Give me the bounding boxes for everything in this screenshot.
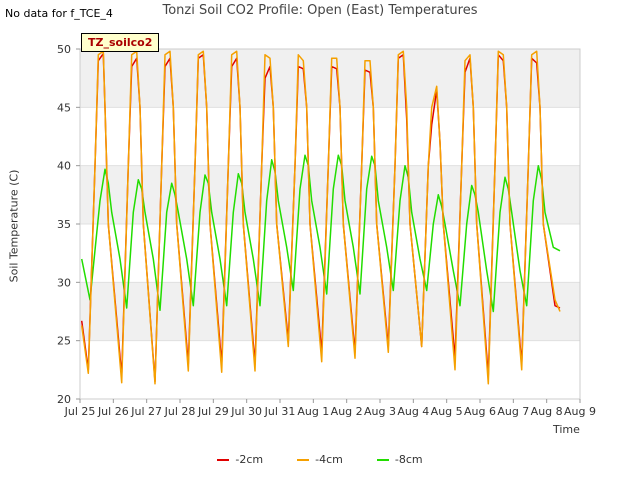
y-tick-label: 50 — [57, 43, 71, 56]
x-axis-ticks: Jul 25 Jul 26 Jul 27 Jul 28 Jul 29 Jul 30 Jul … — [64, 399, 596, 418]
x-tick-label: Aug 2 — [331, 405, 363, 418]
x-tick-label: Jul 31 — [264, 405, 296, 418]
y-tick-label: 30 — [57, 276, 71, 289]
x-tick-label: Jul 28 — [164, 405, 196, 418]
series-lines — [80, 50, 561, 385]
grid-band — [80, 165, 580, 224]
x-tick-label: Jul 29 — [197, 405, 229, 418]
y-axis-ticks: 20 25 30 35 40 45 50 — [57, 43, 80, 406]
x-tick-label: Aug 6 — [464, 405, 496, 418]
x-tick-label: Jul 26 — [97, 405, 129, 418]
y-axis-label: Soil Temperature (C) — [7, 169, 21, 283]
legend-label-4cm: -4cm — [315, 453, 343, 466]
legend-item-8cm: -8cm — [376, 453, 423, 466]
no-data-note: No data for f_TCE_4 — [5, 7, 113, 20]
legend-swatch-4cm — [297, 458, 310, 461]
x-tick-label: Aug 9 — [564, 405, 596, 418]
y-tick-label: 25 — [57, 335, 71, 348]
legend-swatch-2cm — [217, 458, 230, 461]
x-tick-label: Aug 4 — [397, 405, 429, 418]
x-tick-label: Aug 3 — [364, 405, 396, 418]
series-line-minus-8cm — [80, 154, 561, 313]
legend-label-2cm: -2cm — [235, 453, 264, 466]
x-tick-label: Aug 8 — [531, 405, 563, 418]
x-tick-label: Aug 1 — [297, 405, 329, 418]
chart-title: Tonzi Soil CO2 Profile: Open (East) Temp… — [162, 3, 478, 18]
y-tick-label: 20 — [57, 393, 71, 406]
legend-item-4cm: -4cm — [297, 453, 343, 466]
grid-band — [80, 282, 580, 341]
y-tick-label: 40 — [57, 160, 71, 173]
series-line-minus-4cm — [80, 50, 561, 385]
x-tick-label: Jul 30 — [230, 405, 262, 418]
x-tick-label: Aug 5 — [431, 405, 463, 418]
legend-swatch-8cm — [376, 458, 389, 461]
x-axis-label: Time — [553, 423, 580, 436]
y-tick-label: 35 — [57, 218, 71, 231]
x-tick-label: Aug 7 — [497, 405, 529, 418]
legend: -2cm -4cm -8cm — [0, 453, 640, 466]
legend-label-8cm: -8cm — [394, 453, 423, 466]
legend-item-2cm: -2cm — [217, 453, 263, 466]
site-label-box: TZ_soilco2 — [81, 33, 160, 52]
y-tick-label: 45 — [57, 101, 71, 114]
x-tick-label: Jul 25 — [64, 405, 96, 418]
x-tick-label: Jul 27 — [130, 405, 162, 418]
